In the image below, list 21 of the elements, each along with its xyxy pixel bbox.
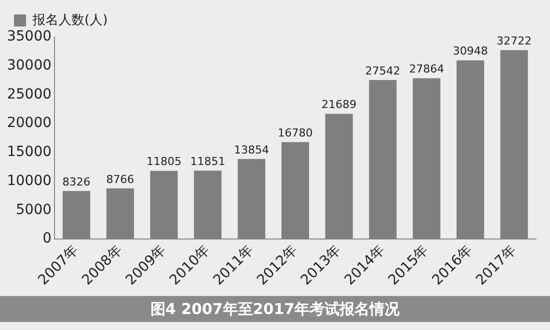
caption: 图4 2007年至2017年考试报名情况 — [0, 296, 550, 322]
data-label: 11851 — [190, 154, 226, 168]
y-tick-label: 35000 — [6, 28, 52, 45]
data-label: 30948 — [452, 44, 488, 58]
y-tick-label: 20000 — [6, 115, 52, 132]
y-tick-label: 0 — [42, 230, 52, 247]
data-label: 21689 — [322, 98, 357, 112]
data-label: 11805 — [146, 155, 182, 168]
legend-label: 报名人数(人) — [32, 12, 108, 28]
data-label: 32722 — [496, 34, 532, 48]
y-tick-label: 5000 — [16, 202, 52, 218]
y-tick-label: 10000 — [6, 172, 52, 189]
y-tick-label: 30000 — [6, 58, 52, 74]
data-label: 27542 — [365, 64, 400, 78]
data-label: 8766 — [106, 172, 134, 186]
data-label: 8326 — [62, 175, 90, 188]
y-tick-label: 15000 — [6, 144, 52, 160]
y-tick-label: 25000 — [6, 86, 52, 102]
data-label: 16780 — [278, 126, 313, 140]
data-label: 13854 — [234, 143, 269, 156]
data-label: 27864 — [409, 62, 444, 76]
